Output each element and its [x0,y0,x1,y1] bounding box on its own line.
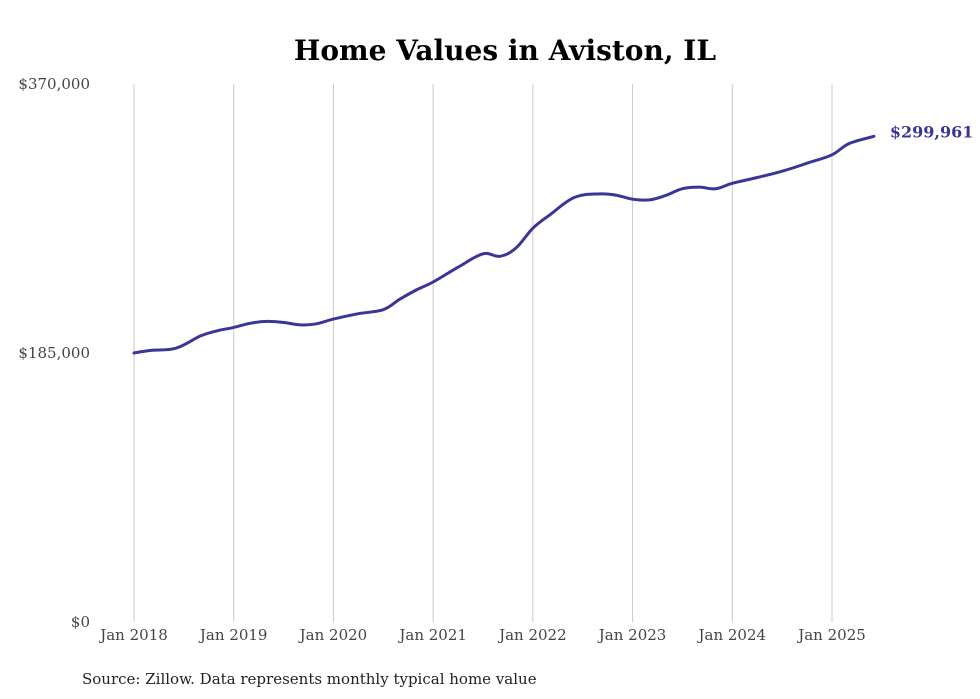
end-value-label: $299,961 [890,122,974,141]
x-tick-label: Jan 2021 [397,626,467,644]
y-tick-label: $370,000 [18,75,90,93]
x-tick-label: Jan 2018 [98,626,168,644]
x-tick-label: Jan 2019 [198,626,268,644]
y-axis-ticks: $0 $185,000 $370,000 [18,75,90,631]
x-axis-ticks: Jan 2018 Jan 2019 Jan 2020 Jan 2021 Jan 2022… [98,626,866,644]
grid [133,84,833,622]
chart-title: Home Values in Aviston, IL [294,34,717,67]
x-tick-label: Jan 2025 [796,626,866,644]
x-tick-label: Jan 2024 [697,626,767,644]
series-line [132,134,876,355]
x-tick-label: Jan 2020 [298,626,368,644]
y-tick-label: $185,000 [18,344,90,362]
x-tick-label: Jan 2023 [597,626,667,644]
x-tick-label: Jan 2022 [497,626,567,644]
source-note: Source: Zillow. Data represents monthly … [82,670,537,688]
y-tick-label: $0 [71,613,90,631]
